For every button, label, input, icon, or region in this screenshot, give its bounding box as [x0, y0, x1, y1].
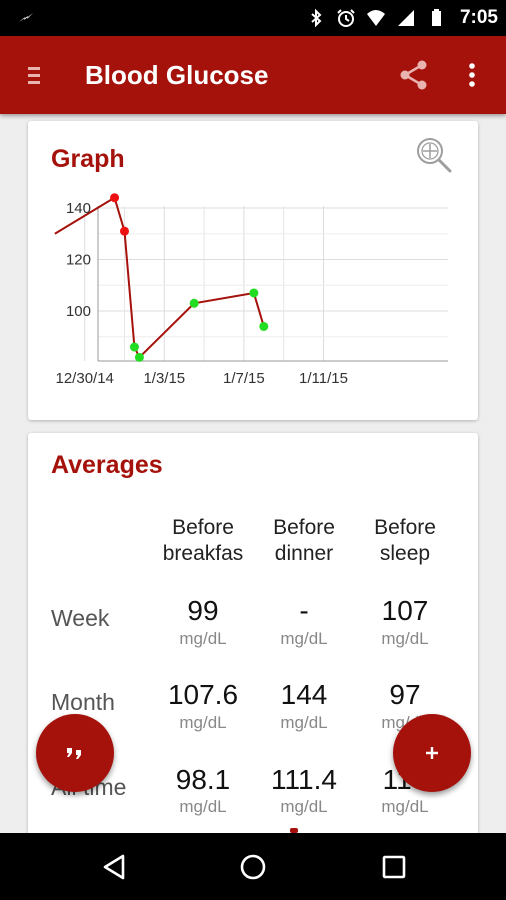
x-tick-label: 1/3/15 [143, 370, 185, 387]
chart-points [110, 193, 269, 362]
unit-label: mg/dL [179, 797, 227, 816]
x-tick-label: 12/30/14 [56, 370, 114, 387]
bluetooth-icon [311, 8, 322, 28]
column-header-before-breakfast: Before breakfas [143, 515, 263, 567]
graph-card: Graph 140 120 100 12/30/14 1/3/15 1/7/15 1/11/… [28, 121, 478, 420]
navigation-bar [0, 833, 506, 900]
data-point[interactable] [249, 288, 259, 298]
zoom-icon[interactable] [414, 135, 454, 175]
unit-label: mg/dL [381, 629, 429, 648]
scroll-indicator [290, 828, 298, 833]
row-label-month: Month [51, 689, 115, 715]
unit-label: mg/dL [280, 713, 328, 732]
unit-label: mg/dL [179, 713, 227, 732]
chart-line-layer [54, 196, 265, 360]
column-header-line2: breakfas [162, 542, 244, 565]
back-icon[interactable] [99, 851, 131, 883]
chart-tick-labels: 140 120 100 12/30/14 1/3/15 1/7/15 1/11/15 [56, 200, 348, 387]
y-tick-label: 120 [66, 252, 91, 269]
unit-label: mg/dL [179, 629, 227, 648]
chart-grid [84, 206, 448, 362]
page-title: Blood Glucose [85, 60, 269, 90]
clock: 7:05 [459, 7, 498, 28]
unit-label: mg/dL [280, 629, 328, 648]
week-before-dinner-value: - [299, 595, 309, 626]
alarm-icon [337, 9, 355, 27]
cellular-signal-icon [397, 10, 414, 26]
data-point[interactable] [110, 193, 120, 203]
graph-card-title: Graph [51, 145, 125, 173]
x-tick-label: 1/11/15 [299, 370, 348, 387]
add-entry-button[interactable] [393, 714, 471, 792]
column-header-before-sleep: Before sleep [345, 515, 465, 567]
column-header-line1: Before [172, 516, 234, 539]
week-before-sleep-value: 107 [381, 595, 429, 626]
month-before-dinner-value: 144 [280, 679, 328, 710]
column-header-line2: sleep [379, 542, 431, 565]
week-before-breakfast-value: 99 [187, 595, 219, 626]
recents-icon[interactable] [378, 851, 410, 883]
wifi-icon [366, 10, 385, 26]
more-options-icon[interactable] [462, 60, 482, 90]
plus-icon [426, 747, 438, 759]
all-time-before-breakfast-value: 98.1 [175, 764, 231, 795]
quote-fab-button[interactable] [36, 714, 114, 792]
app-notification-icon [19, 13, 33, 22]
data-point[interactable] [120, 226, 129, 236]
menu-icon[interactable] [22, 62, 48, 88]
column-header-line2: dinner [274, 542, 334, 565]
data-point[interactable] [129, 342, 139, 352]
row-label-week: Week [51, 605, 110, 631]
averages-card: Averages Before breakfas Before dinner B… [28, 433, 478, 893]
column-header-before-dinner: Before dinner [244, 515, 364, 567]
app-bar: Blood Glucose [0, 36, 506, 114]
averages-card-title: Averages [51, 451, 163, 479]
unit-label: mg/dL [280, 797, 328, 816]
status-bar: 7:05 [0, 0, 506, 36]
month-before-sleep-value: 97 [389, 679, 421, 710]
share-icon[interactable] [397, 58, 431, 92]
data-point[interactable] [259, 321, 269, 331]
column-header-line1: Before [374, 516, 436, 539]
quote-icon [67, 748, 81, 759]
month-before-breakfast-value: 107.6 [167, 679, 239, 710]
battery-icon [431, 9, 441, 26]
unit-label: mg/dL [381, 797, 429, 816]
data-point[interactable] [134, 352, 144, 362]
home-icon[interactable] [237, 851, 269, 883]
column-header-line1: Before [273, 516, 335, 539]
y-tick-label: 100 [66, 303, 91, 320]
glucose-line-chart[interactable]: 140 120 100 12/30/14 1/3/15 1/7/15 1/11/15 [28, 191, 454, 406]
series-line [54, 196, 265, 360]
data-point[interactable] [189, 298, 199, 308]
all-time-before-dinner-value: 111.4 [271, 764, 337, 795]
x-tick-label: 1/7/15 [223, 370, 265, 387]
y-tick-label: 140 [66, 200, 91, 217]
